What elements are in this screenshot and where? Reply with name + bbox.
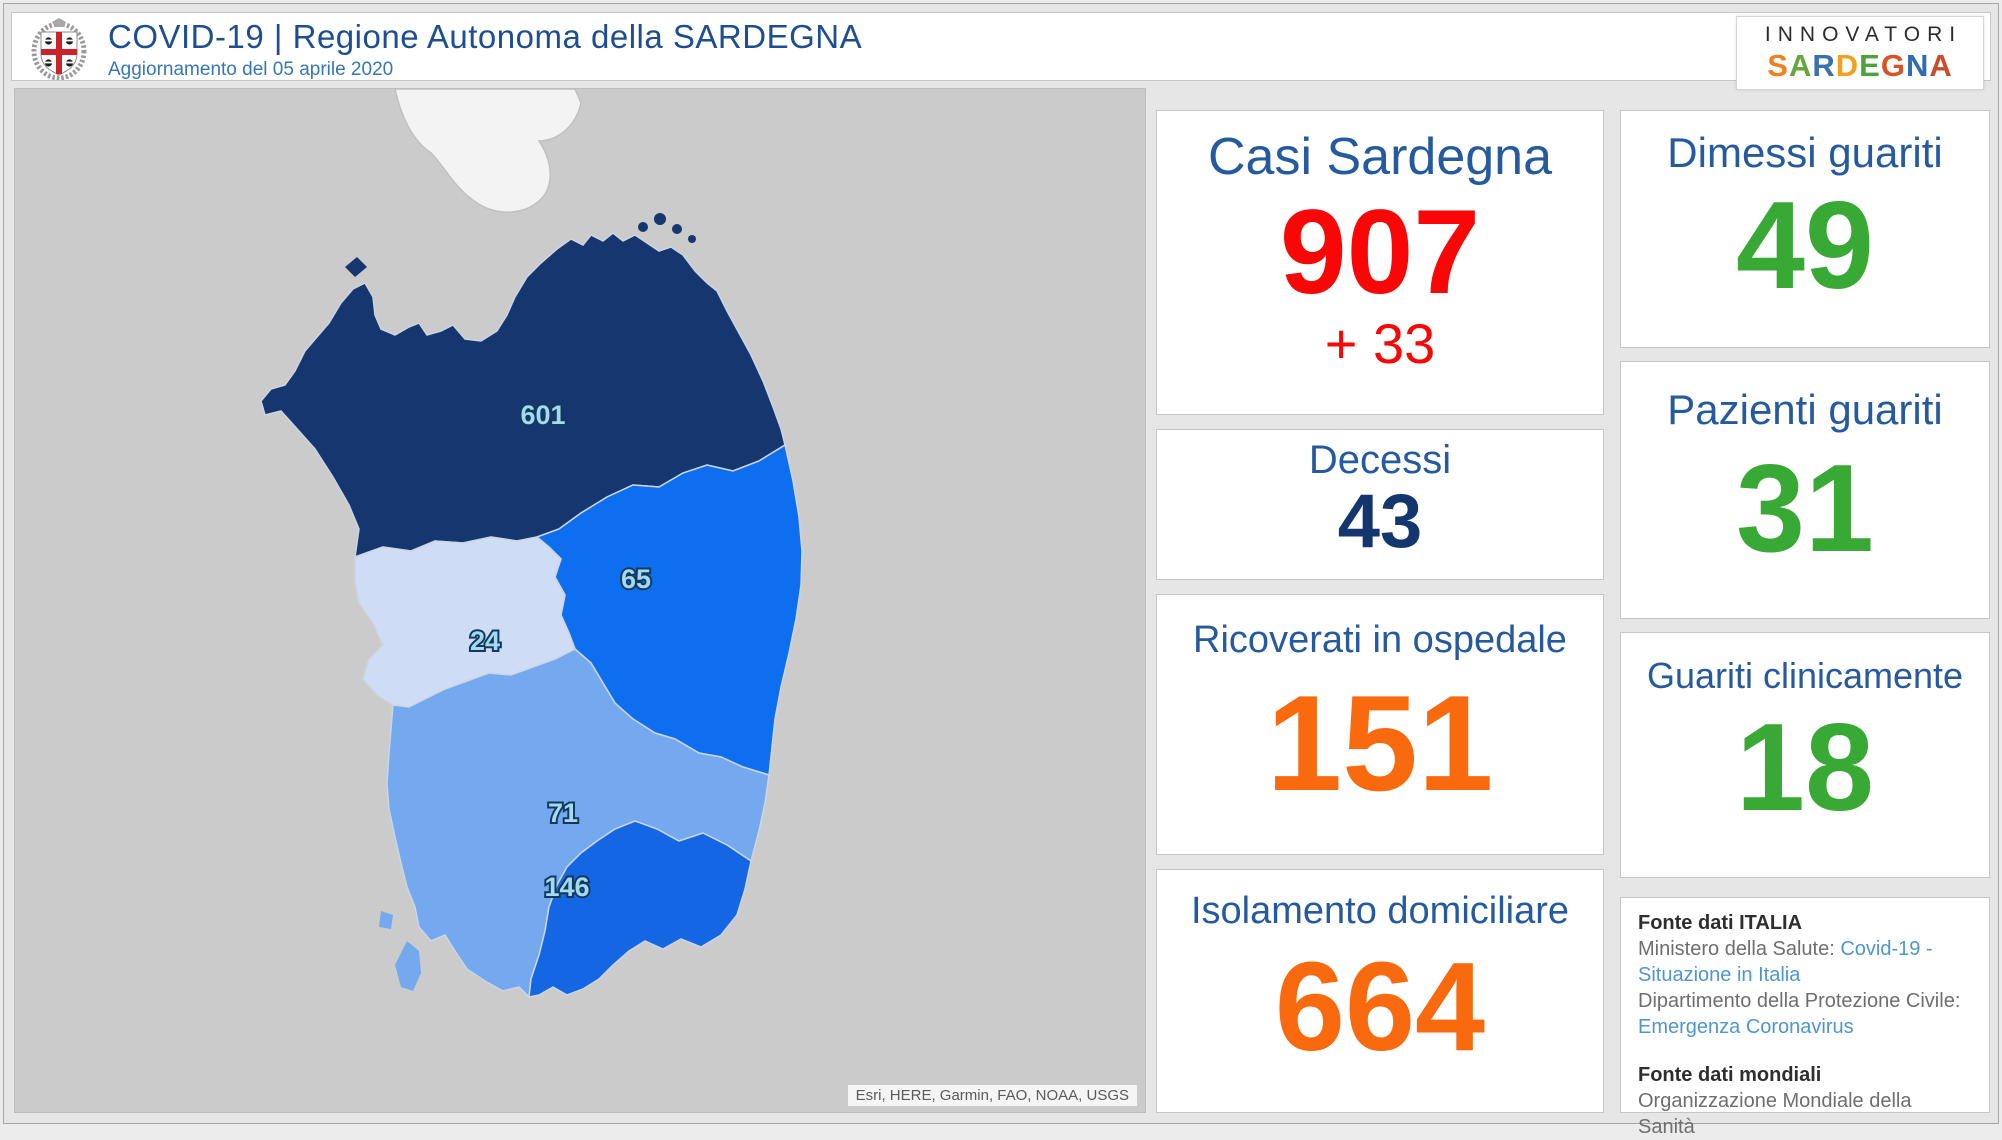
card-isolamento: Isolamento domiciliare 664: [1156, 869, 1604, 1113]
casi-title: Casi Sardegna: [1208, 128, 1552, 186]
map-islet-sanpietro: [379, 911, 393, 929]
fonte-line1-prefix: Ministero della Salute:: [1638, 938, 1841, 960]
ricoverati-title: Ricoverati in ospedale: [1193, 619, 1567, 661]
dimessi-title: Dimessi guariti: [1667, 129, 1943, 176]
map-label-601: 601: [520, 400, 565, 430]
fonte-link-emergenza-coronavirus[interactable]: Emergenza Coronavirus: [1638, 1016, 1854, 1038]
card-decessi: Decessi 43: [1156, 429, 1604, 580]
card-casi-sardegna: Casi Sardegna 907 + 33: [1156, 110, 1604, 415]
fonte-italia-lines: Ministero della Salute: Covid-19 - Situa…: [1638, 936, 1972, 1040]
update-date: Aggiornamento del 05 aprile 2020: [108, 59, 394, 80]
map-attribution: Esri, HERE, Garmin, FAO, NOAA, USGS: [847, 1085, 1137, 1106]
card-guariti-clinicamente: Guariti clinicamente 18: [1620, 632, 1990, 878]
fonte-mondiali-title: Fonte dati mondiali: [1638, 1064, 1822, 1086]
card-pazienti-guariti: Pazienti guariti 31: [1620, 361, 1990, 619]
fonte-link-covid19-situazione[interactable]: Covid-19 - Situazione in Italia: [1638, 938, 1933, 986]
map-label-146: 146: [544, 872, 589, 902]
fonte-line2-prefix: Dipartimento della Protezione Civile:: [1638, 990, 1961, 1012]
fonte-spacer: [1638, 1040, 1972, 1062]
pazienti-title: Pazienti guariti: [1667, 386, 1943, 433]
innovatori-sardegna-logo: INNOVATORI SARDEGNA: [1736, 16, 1984, 90]
isolamento-value: 664: [1274, 936, 1486, 1077]
casi-delta: + 33: [1324, 312, 1436, 376]
map-islets-maddalena: [638, 213, 696, 243]
map-islet-santantioco: [395, 941, 421, 991]
card-ricoverati: Ricoverati in ospedale 151: [1156, 594, 1604, 855]
brand-line1: INNOVATORI: [1764, 22, 1963, 46]
clinicamente-title: Guariti clinicamente: [1646, 655, 1964, 696]
card-fonte-dati: Fonte dati ITALIA Ministero della Salute…: [1620, 897, 1990, 1138]
sardinia-choropleth-map[interactable]: 601 65 24 71 146: [15, 89, 1145, 1112]
header-bar: COVID-19 | Regione Autonoma della SARDEG…: [11, 12, 1991, 90]
clinicamente-value: 18: [1736, 699, 1874, 837]
dimessi-value: 49: [1736, 177, 1874, 315]
map-panel[interactable]: 601 65 24 71 146 Esri, HERE, Garmin, FAO…: [14, 88, 1146, 1113]
ricoverati-value: 151: [1266, 667, 1494, 819]
decessi-title: Decessi: [1308, 438, 1452, 482]
decessi-value: 43: [1337, 479, 1423, 564]
map-islet-asinara: [345, 257, 367, 277]
fonte-italia-title: Fonte dati ITALIA: [1638, 912, 1803, 934]
map-label-71: 71: [548, 798, 578, 828]
page-title: COVID-19 | Regione Autonoma della SARDEG…: [108, 18, 863, 55]
map-label-24: 24: [470, 626, 500, 656]
card-dimessi-guariti: Dimessi guariti 49: [1620, 110, 1990, 348]
casi-value: 907: [1279, 185, 1481, 319]
map-region-146[interactable]: [528, 820, 752, 998]
brand-line2: SARDEGNA: [1767, 47, 1953, 83]
map-neighbor-corsica: [394, 89, 582, 213]
map-label-65: 65: [621, 564, 651, 594]
sardegna-crest-logo: [30, 18, 88, 85]
isolamento-title: Isolamento domiciliare: [1190, 890, 1570, 932]
fonte-mondiali-line: Organizzazione Mondiale della Sanità: [1638, 1090, 1912, 1138]
pazienti-value: 31: [1736, 440, 1874, 578]
